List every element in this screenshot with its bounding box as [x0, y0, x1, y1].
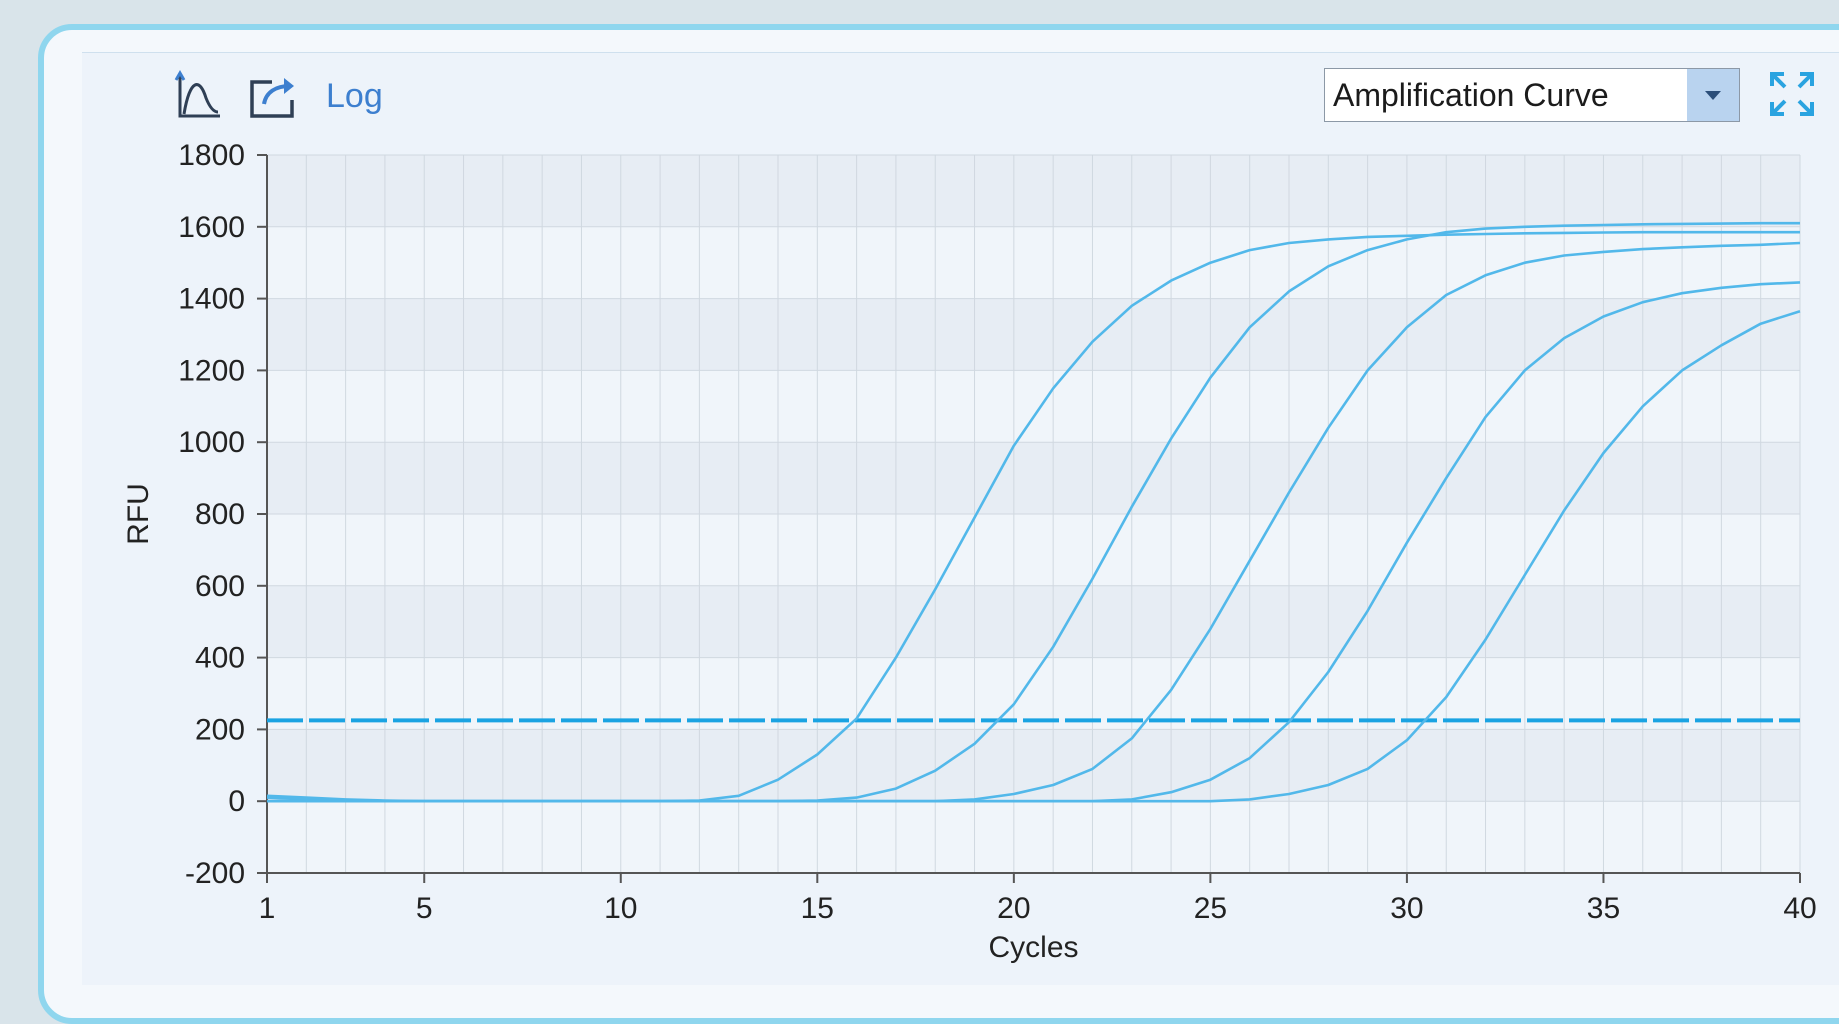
fullscreen-expand-icon[interactable] — [1768, 70, 1816, 118]
plot-gridlines — [266, 154, 1801, 874]
x-tick-label: 1 — [259, 892, 276, 925]
plot-band — [267, 801, 1800, 873]
plot-band — [267, 298, 1800, 371]
x-tick-label: 20 — [997, 892, 1030, 925]
x-tick-label: 30 — [1390, 892, 1423, 925]
y-tick-label: 800 — [195, 498, 245, 531]
x-tick-label: 5 — [416, 892, 433, 925]
x-tick-label: 15 — [801, 892, 834, 925]
dropdown-button[interactable] — [1687, 69, 1739, 121]
plot-band — [267, 155, 1800, 227]
y-tick-label: 1400 — [178, 283, 245, 316]
y-axis-ticks: -200 0 200 400 600 800 1000 1200 1400 1600 1800 — [178, 139, 267, 890]
chart-type-value: Amplification Curve — [1333, 77, 1609, 113]
chart-curve-icon[interactable] — [170, 68, 226, 124]
y-tick-label: 1200 — [178, 354, 245, 387]
x-tick-label: 35 — [1587, 892, 1620, 925]
y-axis-title: RFU — [122, 483, 155, 545]
y-tick-label: 1000 — [178, 426, 245, 459]
chart-type-select[interactable]: Amplification Curve — [1324, 68, 1740, 122]
amplification-curve-5[interactable] — [267, 309, 1801, 803]
x-tick-label: 25 — [1194, 892, 1227, 925]
x-tick-label: 10 — [604, 892, 637, 925]
plot-band — [267, 226, 1800, 299]
y-tick-label: -200 — [185, 857, 245, 890]
chevron-down-icon — [1705, 91, 1721, 100]
log-scale-toggle[interactable]: Log — [326, 77, 383, 115]
plot-band — [267, 657, 1800, 730]
x-axis-ticks: 1 5 10 15 20 25 30 35 40 — [259, 873, 1817, 925]
x-axis-title: Cycles — [988, 931, 1078, 964]
export-icon[interactable] — [246, 68, 302, 124]
y-tick-label: 200 — [195, 713, 245, 746]
plot-band — [267, 585, 1800, 658]
y-tick-label: 0 — [228, 785, 245, 818]
x-tick-label: 40 — [1783, 892, 1816, 925]
y-tick-label: 400 — [195, 642, 245, 675]
y-tick-label: 1800 — [178, 139, 245, 172]
series-layer — [266, 221, 1801, 803]
plot-band — [267, 370, 1800, 443]
plot-band — [267, 442, 1800, 514]
y-tick-label: 600 — [195, 570, 245, 603]
plot-band — [267, 514, 1800, 586]
plot-background-bands — [267, 155, 1800, 873]
y-tick-label: 1600 — [178, 211, 245, 244]
